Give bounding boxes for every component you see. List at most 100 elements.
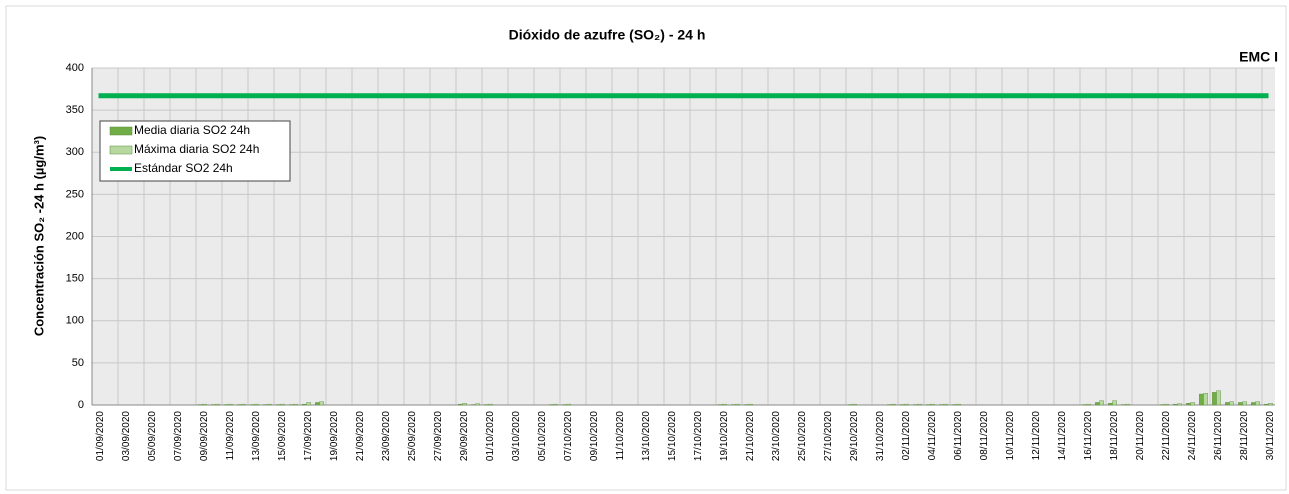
bar bbox=[267, 403, 272, 406]
bar bbox=[228, 403, 233, 406]
bar bbox=[1212, 392, 1217, 406]
legend-label: Media diaria SO2 24h bbox=[134, 123, 250, 137]
x-tick-label: 05/09/2020 bbox=[147, 411, 158, 461]
bar bbox=[748, 403, 753, 406]
x-tick-label: 15/10/2020 bbox=[667, 411, 678, 461]
bar bbox=[1173, 403, 1178, 406]
x-tick-label: 27/09/2020 bbox=[433, 411, 444, 461]
bar bbox=[293, 403, 298, 406]
x-tick-label: 01/10/2020 bbox=[485, 411, 496, 461]
bar bbox=[319, 401, 324, 406]
x-tick-label: 07/09/2020 bbox=[173, 411, 184, 461]
bar bbox=[1225, 402, 1230, 406]
x-tick-label: 09/10/2020 bbox=[589, 411, 600, 461]
x-tick-label: 13/10/2020 bbox=[641, 411, 652, 461]
x-tick-label: 20/11/2020 bbox=[1135, 411, 1146, 461]
bar bbox=[1190, 402, 1195, 406]
y-axis-label: Concentración SO₂ -24 h (µg/m³) bbox=[31, 136, 46, 336]
bar bbox=[475, 403, 480, 406]
bar bbox=[566, 403, 571, 406]
x-tick-label: 29/10/2020 bbox=[849, 411, 860, 461]
x-tick-label: 05/10/2020 bbox=[537, 411, 548, 461]
bar bbox=[735, 403, 740, 406]
x-tick-label: 04/11/2020 bbox=[927, 411, 938, 461]
y-tick-label: 350 bbox=[66, 104, 84, 116]
x-tick-label: 08/11/2020 bbox=[979, 411, 990, 461]
x-tick-label: 16/11/2020 bbox=[1083, 411, 1094, 461]
bar bbox=[315, 402, 320, 406]
bar bbox=[1108, 403, 1113, 406]
x-tick-label: 03/09/2020 bbox=[121, 411, 132, 461]
bar bbox=[891, 403, 896, 406]
x-tick-label: 17/10/2020 bbox=[693, 411, 704, 461]
x-tick-label: 09/09/2020 bbox=[199, 411, 210, 461]
bar bbox=[1164, 403, 1169, 406]
bar bbox=[1199, 393, 1204, 406]
x-tick-label: 25/09/2020 bbox=[407, 411, 418, 461]
bar bbox=[1112, 400, 1117, 406]
bar bbox=[1099, 400, 1104, 406]
x-tick-label: 23/09/2020 bbox=[381, 411, 392, 461]
x-tick-label: 19/10/2020 bbox=[719, 411, 730, 461]
bar bbox=[1268, 403, 1273, 406]
bar bbox=[1203, 393, 1208, 406]
x-tick-label: 15/09/2020 bbox=[277, 411, 288, 461]
bar bbox=[215, 403, 220, 406]
bar bbox=[241, 403, 246, 406]
bar bbox=[280, 403, 285, 406]
y-tick-label: 0 bbox=[78, 399, 84, 411]
bar bbox=[1216, 390, 1221, 406]
x-tick-label: 11/10/2020 bbox=[615, 411, 626, 461]
x-tick-label: 19/09/2020 bbox=[329, 411, 340, 461]
legend-label: Máxima diaria SO2 24h bbox=[134, 142, 259, 156]
bar bbox=[1238, 402, 1243, 406]
chart-title: Dióxido de azufre (SO₂) - 24 h bbox=[509, 27, 706, 43]
x-tick-label: 07/10/2020 bbox=[563, 411, 574, 461]
x-tick-label: 28/11/2020 bbox=[1239, 411, 1250, 461]
x-tick-label: 01/09/2020 bbox=[95, 411, 106, 461]
bar bbox=[458, 403, 463, 406]
bar bbox=[462, 403, 467, 406]
legend-label: Estándar SO2 24h bbox=[134, 161, 233, 175]
bar bbox=[488, 403, 493, 406]
x-tick-label: 31/10/2020 bbox=[875, 411, 886, 461]
x-tick-label: 02/11/2020 bbox=[901, 411, 912, 461]
bar bbox=[917, 403, 922, 406]
y-tick-label: 400 bbox=[66, 62, 84, 74]
bar bbox=[202, 403, 207, 406]
x-tick-label: 06/11/2020 bbox=[953, 411, 964, 461]
bar bbox=[1251, 402, 1256, 406]
x-tick-label: 03/10/2020 bbox=[511, 411, 522, 461]
bar bbox=[302, 403, 307, 406]
x-tick-label: 11/09/2020 bbox=[225, 411, 236, 461]
x-tick-label: 21/10/2020 bbox=[745, 411, 756, 461]
x-tick-label: 23/10/2020 bbox=[771, 411, 782, 461]
bar bbox=[1186, 403, 1191, 406]
bar bbox=[1255, 401, 1260, 406]
bar bbox=[930, 403, 935, 406]
bar bbox=[254, 403, 259, 406]
x-tick-label: 14/11/2020 bbox=[1057, 411, 1068, 461]
x-tick-label: 13/09/2020 bbox=[251, 411, 262, 461]
bar bbox=[1242, 401, 1247, 406]
bar bbox=[553, 403, 558, 406]
x-tick-label: 10/11/2020 bbox=[1005, 411, 1016, 461]
bar bbox=[1229, 401, 1234, 406]
legend-swatch bbox=[109, 145, 133, 155]
bar bbox=[306, 402, 311, 406]
x-tick-label: 17/09/2020 bbox=[303, 411, 314, 461]
x-tick-label: 30/11/2020 bbox=[1265, 411, 1276, 461]
y-tick-label: 300 bbox=[66, 146, 84, 158]
bar bbox=[1264, 403, 1269, 406]
x-tick-label: 12/11/2020 bbox=[1031, 411, 1042, 461]
x-tick-label: 26/11/2020 bbox=[1213, 411, 1224, 461]
bar bbox=[1095, 402, 1100, 406]
y-tick-label: 250 bbox=[66, 188, 84, 200]
x-tick-label: 25/10/2020 bbox=[797, 411, 808, 461]
bar bbox=[1086, 403, 1091, 406]
x-tick-label: 29/09/2020 bbox=[459, 411, 470, 461]
bar bbox=[943, 403, 948, 406]
station-label: EMC I bbox=[1239, 49, 1278, 65]
bar bbox=[904, 403, 909, 406]
